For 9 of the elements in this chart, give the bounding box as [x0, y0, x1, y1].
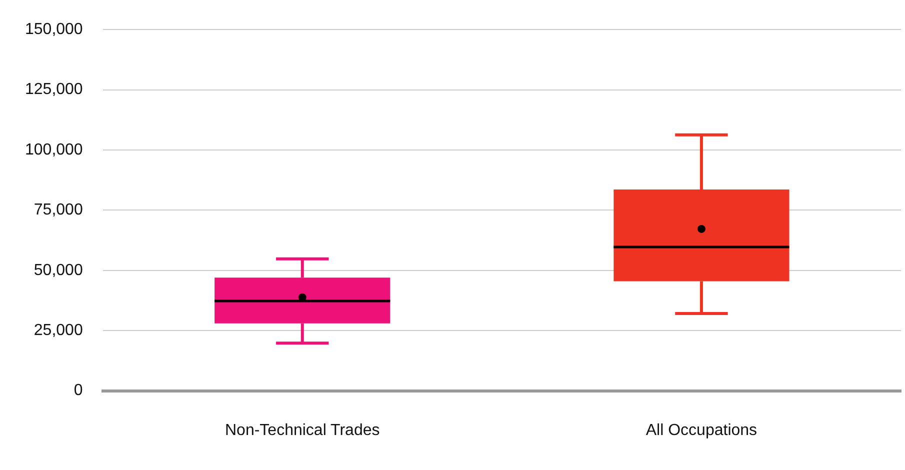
y-tick-label: 100,000	[24, 141, 83, 158]
y-tick-label: 75,000	[34, 202, 83, 219]
y-tick-label: 125,000	[24, 81, 83, 98]
y-tick-label: 50,000	[34, 262, 83, 279]
y-tick-label: 0	[74, 382, 83, 400]
x-tick-label: All Occupations	[646, 422, 758, 439]
x-tick-label: Non-Technical Trades	[225, 422, 380, 439]
y-tick-label: 25,000	[34, 322, 83, 340]
y-tick-label: 150,000	[24, 21, 83, 38]
